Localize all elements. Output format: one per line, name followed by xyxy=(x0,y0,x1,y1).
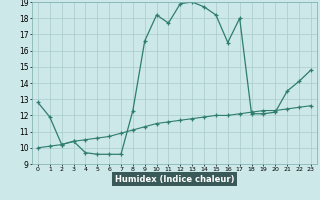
X-axis label: Humidex (Indice chaleur): Humidex (Indice chaleur) xyxy=(115,175,234,184)
